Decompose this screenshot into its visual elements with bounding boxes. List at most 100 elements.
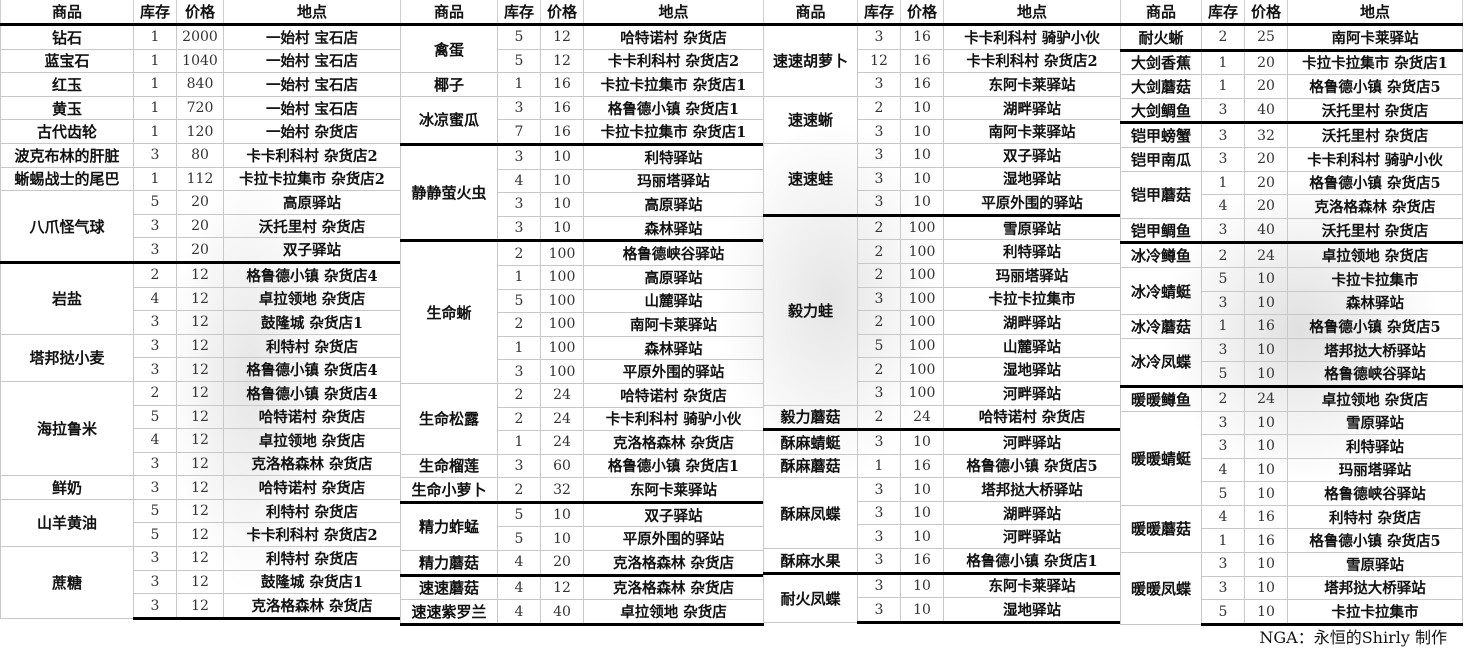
- location-cell: 山麓驿站: [583, 288, 764, 314]
- stock-cell: 5: [497, 23, 541, 50]
- item-name: 海拉鲁米: [0, 380, 134, 477]
- price-cell: 24: [900, 404, 944, 431]
- stock-cell: 1: [1201, 170, 1245, 196]
- table-row: 3 10 南阿卡莱驿站: [764, 119, 1121, 144]
- location-cell: 东阿卡莱驿站: [943, 571, 1121, 599]
- stock-cell: 3: [133, 310, 177, 335]
- table-header: 商品 库存 价格 地点: [0, 0, 401, 25]
- table-row: 速速胡萝卜 3 16 卡卡利科村 骑驴小伙: [763, 23, 1121, 97]
- price-cell: 100: [900, 262, 944, 288]
- price-cell: 100: [540, 359, 584, 384]
- stock-cell: 3: [857, 119, 901, 144]
- stock-cell: 5: [497, 500, 541, 528]
- location-cell: 湖畔驿站: [943, 310, 1121, 335]
- price-cell: 100: [900, 286, 944, 312]
- stock-cell: 3: [133, 237, 177, 263]
- location-cell: 一始村 宝石店: [223, 48, 401, 74]
- price-cell: 32: [540, 477, 584, 503]
- stock-cell: 1: [1201, 48, 1245, 76]
- table-row: 2 24 卡卡利科村 骑驴小伙: [401, 406, 764, 432]
- price-cell: 12: [176, 475, 224, 500]
- stock-cell: 3: [857, 190, 901, 216]
- stock-cell: 3: [857, 477, 901, 502]
- stock-cell: 3: [133, 333, 177, 359]
- price-cell: 16: [900, 72, 944, 97]
- price-cell: 16: [540, 119, 584, 145]
- location-cell: 卡拉卡拉集市: [1287, 266, 1463, 292]
- header-price: 价格: [900, 0, 944, 25]
- location-cell: 河畔驿站: [943, 380, 1121, 406]
- table-row: 5 12 卡卡利科村 杂货店2: [1, 522, 401, 548]
- price-cell: 10: [1244, 434, 1288, 459]
- location-cell: 高原驿站: [583, 264, 764, 290]
- table-row: 冰冷蜻蜓 5 10 卡拉卡拉集市: [1120, 266, 1463, 316]
- table-row: 铠甲螃蟹 3 32 沃托里村 杂货店: [1120, 121, 1463, 148]
- stock-cell: 3: [857, 286, 901, 312]
- table-row: 3 10 森林驿站: [1121, 290, 1463, 316]
- price-cell: 100: [540, 335, 584, 361]
- table-row: 3 100 河畔驿站: [764, 380, 1121, 406]
- table-row: 蜥蜴战士的尾巴 1 112 卡拉卡拉集市 杂货店2: [0, 166, 401, 192]
- stock-cell: 3: [857, 166, 901, 192]
- table-row: 八爪怪气球 5 20 高原驿站: [0, 190, 401, 263]
- item-name: 酥麻蘑菇: [763, 453, 858, 479]
- table-row: 3 10 塔邦挞大桥驿站: [1121, 575, 1463, 601]
- stock-cell: 3: [133, 357, 177, 382]
- table-row: 冰冷蘑菇 1 16 格鲁德小镇 杂货店5: [1120, 314, 1463, 339]
- location-cell: 卡卡利科村 骑驴小伙: [583, 406, 764, 432]
- table-row: 酥麻水果 3 16 格鲁德小镇 杂货店1: [763, 548, 1121, 574]
- item-name: 冰冷鳟鱼: [1120, 241, 1202, 268]
- item-name: 速速蛙: [763, 142, 858, 216]
- stock-cell: 1: [133, 23, 177, 50]
- stock-cell: 3: [857, 142, 901, 168]
- location-cell: 南阿卡莱驿站: [1287, 23, 1463, 51]
- table-row: 蔗糖 3 12 利特村 杂货店: [0, 546, 401, 619]
- table-row: 3 10 森林驿站: [401, 215, 764, 242]
- stock-cell: 3: [133, 569, 177, 595]
- item-name: 暖暖蘑菇: [1120, 504, 1202, 554]
- price-cell: 2000: [176, 23, 224, 50]
- location-cell: 平原外围的驿站: [583, 526, 764, 552]
- price-cell: 10: [1244, 457, 1288, 483]
- stock-cell: 4: [497, 168, 541, 194]
- location-cell: 塔邦挞大桥驿站: [1287, 575, 1463, 601]
- stock-cell: 2: [1201, 241, 1245, 268]
- location-cell: 鼓隆城 杂货店1: [223, 569, 401, 595]
- stock-cell: 3: [857, 548, 901, 574]
- price-cell: 60: [540, 453, 584, 479]
- location-cell: 山麓驿站: [943, 333, 1121, 359]
- table-row: 耐火凤蝶 3 10 东阿卡莱驿站: [763, 571, 1121, 623]
- location-cell: 卡卡利科村 骑驴小伙: [1287, 146, 1463, 172]
- stock-cell: 1: [133, 166, 177, 192]
- item-name: 大剑蘑菇: [1120, 74, 1202, 99]
- location-cell: 平原外围的驿站: [583, 359, 764, 384]
- table-row: 2 100 南阿卡莱驿站: [401, 312, 764, 337]
- item-name: 红玉: [0, 72, 134, 97]
- table-row: 岩盐 2 12 格鲁德小镇 杂货店4: [0, 260, 401, 335]
- item-name: 速速蜥: [763, 95, 858, 144]
- price-cell: 12: [176, 522, 224, 548]
- location-cell: 卡拉卡拉集市 杂货店1: [1287, 48, 1463, 76]
- stock-cell: 1: [133, 48, 177, 74]
- location-cell: 双子驿站: [583, 500, 764, 528]
- stock-cell: 5: [133, 404, 177, 430]
- table-row: 3 12 克洛格森林 杂货店: [1, 451, 401, 477]
- item-name: 酥麻蜻蜓: [763, 428, 858, 455]
- table-row: 3 10 湿地驿站: [764, 597, 1121, 624]
- location-cell: 卡卡利科村 杂货店2: [943, 48, 1121, 74]
- table-row: 塔邦挞小麦 3 12 利特村 杂货店: [0, 333, 401, 382]
- price-cell: 10: [900, 597, 944, 624]
- table-row: 速速蜥 2 10 湖畔驿站: [763, 95, 1121, 144]
- table-row: 大剑蘑菇 1 20 格鲁德小镇 杂货店5: [1120, 74, 1463, 99]
- stock-cell: 4: [133, 286, 177, 312]
- price-cell: 10: [540, 192, 584, 217]
- price-cell: 16: [900, 453, 944, 479]
- price-cell: 100: [900, 239, 944, 264]
- table-row: 酥麻凤蝶 3 10 塔邦挞大桥驿站: [763, 477, 1121, 550]
- table-row: 速速蛙 3 10 双子驿站: [763, 142, 1121, 216]
- item-name: 蜥蜴战士的尾巴: [0, 166, 134, 192]
- item-name: 耐火蜥: [1120, 23, 1202, 51]
- location-cell: 格鲁德小镇 杂货店1: [583, 453, 764, 479]
- table-row: 静静萤火虫 3 10 利特驿站: [400, 142, 764, 242]
- price-cell: 10: [900, 190, 944, 216]
